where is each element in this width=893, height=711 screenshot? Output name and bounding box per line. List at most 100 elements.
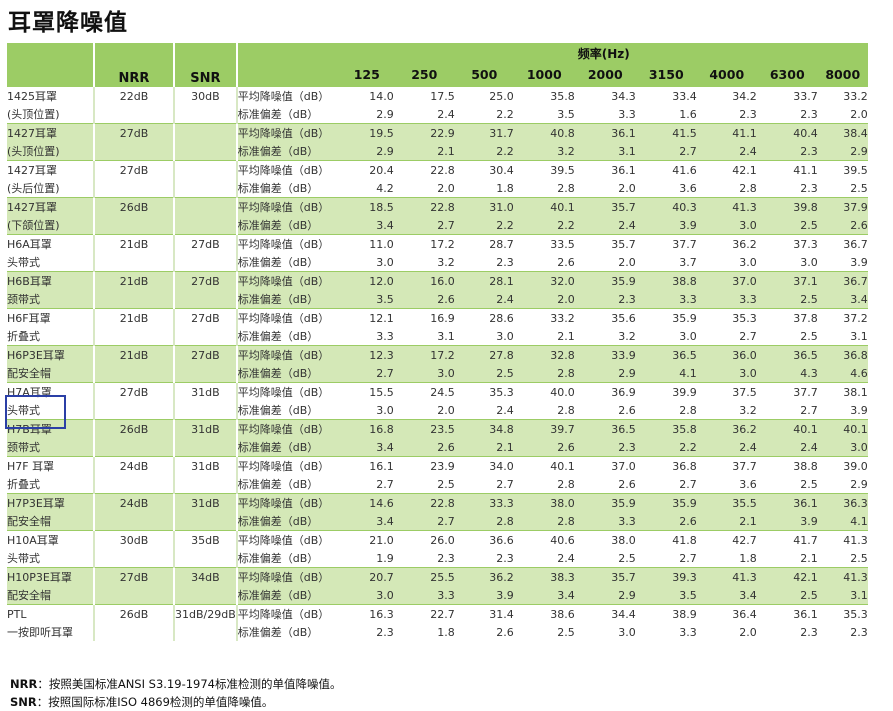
product-name: H10P3E耳罩 xyxy=(7,567,94,586)
sd-value: 3.4 xyxy=(339,512,394,531)
mean-label: 平均降噪值（dB） xyxy=(235,197,340,216)
mean-value: 35.3 xyxy=(817,604,868,623)
header-label-cell xyxy=(235,43,340,87)
product-name: H7F 耳罩 xyxy=(7,456,94,475)
sd-label: 标准偏差（dB） xyxy=(235,105,340,124)
table-row-sub: 配安全帽 标准偏差（dB） 3.4 2.7 2.8 2.8 3.3 2.6 2.1 3.9 4.1 xyxy=(7,512,868,531)
sd-value: 2.5 xyxy=(756,216,818,235)
sd-value: 3.3 xyxy=(635,290,697,309)
mean-value: 41.7 xyxy=(756,530,818,549)
mean-value: 38.8 xyxy=(635,271,697,290)
mean-label: 平均降噪值（dB） xyxy=(235,604,340,623)
nrr-empty xyxy=(93,142,174,161)
sd-value: 2.9 xyxy=(574,364,636,383)
sd-value: 2.3 xyxy=(574,290,636,309)
sd-value: 3.9 xyxy=(454,586,514,605)
snr-empty xyxy=(173,586,237,605)
mean-value: 17.2 xyxy=(393,345,455,364)
sd-value: 2.6 xyxy=(618,477,636,491)
header-frequency-value: 2000 xyxy=(574,63,636,87)
snr-empty xyxy=(173,364,237,383)
sd-value: 2.4 xyxy=(756,438,818,457)
mean-value: 19.5 xyxy=(339,123,394,142)
sd-value: 2.0 xyxy=(437,181,455,195)
table-row: 1427耳罩 27dB 平均降噪值（dB） 20.4 22.8 30.4 39.5 36.1 4… xyxy=(7,160,868,179)
snr-value: 27dB xyxy=(173,308,237,327)
nrr-empty xyxy=(93,216,174,235)
snr-value: 31dB/29dB xyxy=(173,604,237,623)
nrr-value: 24dB xyxy=(93,493,174,512)
mean-value: 12.0 xyxy=(339,271,394,290)
sd-value: 3.2 xyxy=(618,329,636,343)
product-subname: 颈带式 xyxy=(7,438,94,457)
mean-value: 38.6 xyxy=(513,604,575,623)
header-frequency-value: 500 xyxy=(454,63,514,87)
mean-value: 33.9 xyxy=(574,345,636,364)
sd-value: 2.4 xyxy=(557,551,575,565)
sd-value: 2.8 xyxy=(557,477,575,491)
sd-value: 3.4 xyxy=(339,216,394,235)
sd-value: 3.1 xyxy=(437,329,455,343)
sd-value: 3.2 xyxy=(513,142,575,161)
mean-value: 37.0 xyxy=(574,456,636,475)
sd-value: 2.4 xyxy=(437,107,455,121)
sd-value: 3.1 xyxy=(574,142,636,161)
mean-value: 22.8 xyxy=(393,493,455,512)
mean-value: 35.8 xyxy=(513,86,575,105)
sd-value: 3.9 xyxy=(850,255,868,269)
mean-value: 36.3 xyxy=(817,493,868,512)
mean-value: 17.5 xyxy=(393,86,455,105)
sd-value: 2.3 xyxy=(756,142,818,161)
sd-value: 4.2 xyxy=(376,181,394,195)
nrr-empty xyxy=(93,623,174,641)
mean-value: 34.0 xyxy=(454,456,514,475)
mean-label: 平均降噪值（dB） xyxy=(235,160,340,179)
mean-value: 33.3 xyxy=(454,493,514,512)
mean-value: 36.0 xyxy=(696,345,757,364)
mean-value: 38.3 xyxy=(513,567,575,586)
nrr-value: 26dB xyxy=(93,419,174,438)
nrr-empty xyxy=(93,290,174,309)
sd-value: 2.8 xyxy=(557,181,575,195)
mean-value: 33.5 xyxy=(513,234,575,253)
sd-label: 标准偏差（dB） xyxy=(235,586,340,605)
sd-value: 1.6 xyxy=(679,107,697,121)
mean-value: 33.4 xyxy=(635,86,697,105)
mean-value: 38.0 xyxy=(513,493,575,512)
mean-value: 36.2 xyxy=(696,234,757,253)
header-frequency-value: 1000 xyxy=(513,63,575,87)
sd-value: 2.4 xyxy=(454,290,514,309)
product-subname: (下颌位置) xyxy=(7,216,94,235)
mean-value: 22.8 xyxy=(393,160,455,179)
header-name-cell xyxy=(7,43,94,87)
nrr-value: 26dB xyxy=(93,197,174,216)
sd-value: 2.3 xyxy=(574,438,636,457)
sd-value: 2.5 xyxy=(756,586,818,605)
sd-value: 3.0 xyxy=(739,255,757,269)
snr-value: 31dB xyxy=(173,382,237,401)
sd-value: 2.5 xyxy=(850,181,868,195)
sd-value: 2.3 xyxy=(800,181,818,195)
mean-value: 35.9 xyxy=(635,493,697,512)
snr-value xyxy=(173,197,237,216)
sd-label: 标准偏差（dB） xyxy=(235,290,340,309)
table-row-sub: 颈带式 标准偏差（dB） 3.4 2.6 2.1 2.6 2.3 2.2 2.4 2.4 3.0 xyxy=(7,438,868,457)
sd-value: 3.1 xyxy=(850,329,868,343)
mean-value: 36.1 xyxy=(574,123,636,142)
mean-value: 38.0 xyxy=(574,530,636,549)
sd-value: 2.5 xyxy=(800,477,818,491)
snr-value: 35dB xyxy=(173,530,237,549)
mean-value: 41.1 xyxy=(756,160,818,179)
sd-value: 2.4 xyxy=(496,403,514,417)
sd-value: 3.3 xyxy=(696,290,757,309)
sd-value: 2.7 xyxy=(635,142,697,161)
snr-value: 31dB xyxy=(173,419,237,438)
sd-value: 2.8 xyxy=(454,512,514,531)
sd-value: 3.0 xyxy=(800,255,818,269)
mean-value: 23.5 xyxy=(393,419,455,438)
product-name: H6B耳罩 xyxy=(7,271,94,290)
mean-value: 36.1 xyxy=(756,493,818,512)
mean-value: 32.0 xyxy=(513,271,575,290)
sd-value: 3.0 xyxy=(339,586,394,605)
sd-value: 2.6 xyxy=(513,438,575,457)
